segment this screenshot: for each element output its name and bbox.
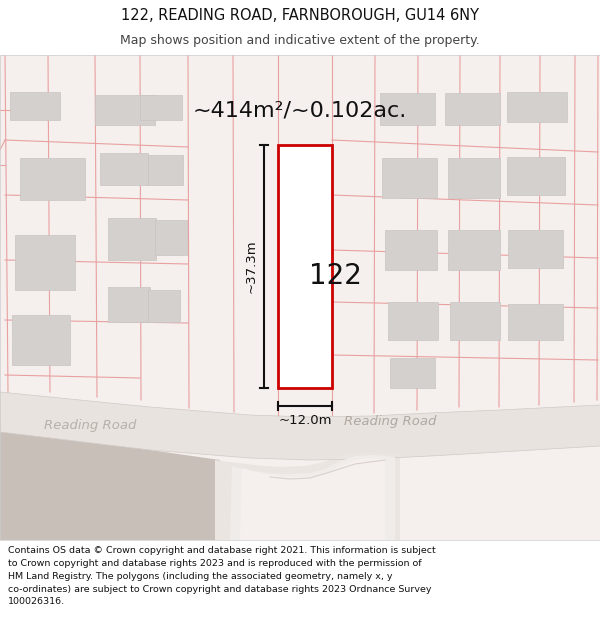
Bar xyxy=(140,95,182,120)
Text: ~37.3m: ~37.3m xyxy=(245,239,258,293)
Bar xyxy=(278,145,332,388)
Bar xyxy=(382,158,437,198)
Text: 122: 122 xyxy=(308,262,361,291)
Polygon shape xyxy=(0,392,600,460)
Bar xyxy=(507,92,567,122)
Text: ~414m²/~0.102ac.: ~414m²/~0.102ac. xyxy=(193,100,407,120)
Bar xyxy=(507,157,565,195)
Text: Contains OS data © Crown copyright and database right 2021. This information is : Contains OS data © Crown copyright and d… xyxy=(8,546,436,606)
Text: 122, READING ROAD, FARNBOROUGH, GU14 6NY: 122, READING ROAD, FARNBOROUGH, GU14 6NY xyxy=(121,8,479,22)
Bar xyxy=(108,287,150,322)
Bar xyxy=(15,235,75,290)
Polygon shape xyxy=(215,452,400,540)
Bar xyxy=(450,302,500,340)
Bar xyxy=(100,153,148,185)
Text: Reading Road: Reading Road xyxy=(44,419,136,431)
Bar xyxy=(445,93,500,125)
Bar xyxy=(10,92,60,120)
Polygon shape xyxy=(230,455,395,540)
Bar xyxy=(155,220,187,255)
Text: ~12.0m: ~12.0m xyxy=(278,414,332,427)
Bar xyxy=(12,315,70,365)
Bar xyxy=(508,304,563,340)
Bar xyxy=(20,158,85,200)
Bar xyxy=(390,358,435,388)
Bar xyxy=(148,290,180,322)
Polygon shape xyxy=(0,432,220,540)
Polygon shape xyxy=(240,458,385,540)
Text: Map shows position and indicative extent of the property.: Map shows position and indicative extent… xyxy=(120,34,480,47)
Bar xyxy=(380,93,435,125)
Bar xyxy=(385,230,437,270)
Text: Reading Road: Reading Road xyxy=(344,416,436,429)
Bar xyxy=(508,230,563,268)
Bar xyxy=(388,302,438,340)
Bar xyxy=(108,218,156,260)
Bar xyxy=(95,95,155,125)
Bar xyxy=(448,230,500,270)
Bar xyxy=(448,158,500,198)
Bar xyxy=(148,155,183,185)
